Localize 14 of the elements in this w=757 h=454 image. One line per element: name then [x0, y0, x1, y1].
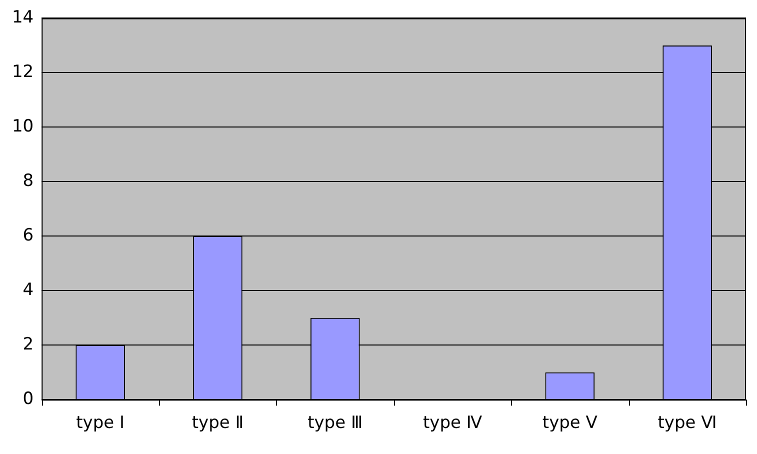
x-tick-label: type Ⅲ — [308, 413, 363, 434]
y-tick-label: 10 — [12, 116, 34, 137]
y-tick-label: 2 — [22, 334, 34, 355]
y-tick-label: 4 — [22, 280, 34, 300]
y-tick-label: 8 — [22, 171, 34, 192]
y-tick-label: 0 — [22, 389, 34, 410]
x-tick-label: type Ⅳ — [422, 413, 482, 434]
x-tick-label: type Ⅰ — [76, 413, 125, 434]
y-tick-label: 12 — [12, 62, 34, 82]
x-tick-label: type Ⅱ — [192, 413, 244, 434]
x-tick-label: type Ⅵ — [658, 413, 717, 434]
y-tick-label: 14 — [12, 8, 34, 28]
y-tick-label: 6 — [22, 226, 34, 246]
x-tick-label: type Ⅴ — [542, 413, 598, 434]
